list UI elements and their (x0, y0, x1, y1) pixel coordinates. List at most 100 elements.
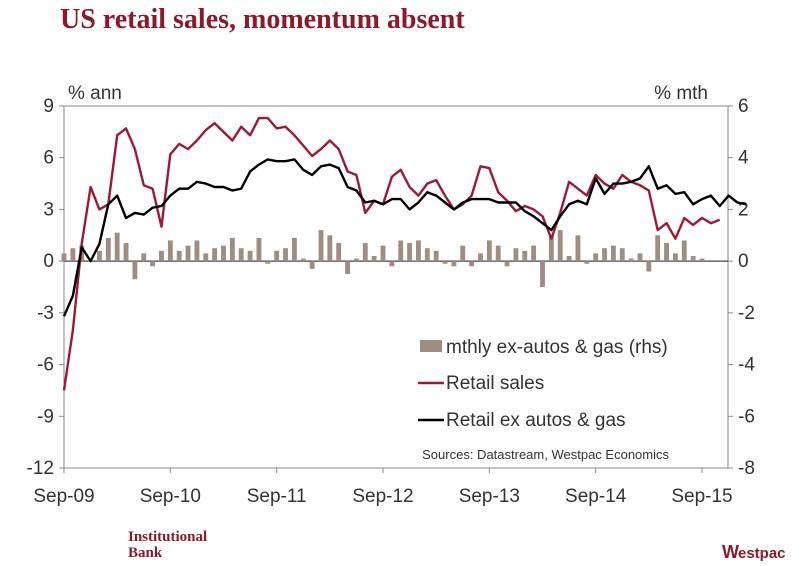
bar (167, 240, 173, 262)
bar (575, 235, 581, 262)
legend-retail-label: Retail sales (446, 373, 544, 394)
westpac-logo-text: estpac (738, 545, 786, 562)
bar (238, 248, 244, 262)
westpac-logo: Westpac (722, 542, 786, 563)
bar (185, 245, 191, 262)
bar (274, 250, 280, 262)
bar (389, 261, 395, 267)
bar (557, 230, 563, 262)
bar (416, 240, 421, 262)
bar (256, 237, 262, 262)
bar (513, 248, 519, 262)
bar (132, 261, 138, 280)
brand-line-1: Institutional (128, 529, 208, 545)
bar (407, 243, 413, 262)
right-tick-label: 4 (738, 148, 749, 169)
plot-frame (63, 105, 729, 469)
left-tick-label: 6 (43, 148, 54, 169)
bar (353, 258, 359, 262)
bar (380, 245, 386, 262)
bar (522, 250, 528, 262)
left-tick-label: -3 (37, 303, 54, 324)
bar (105, 237, 111, 262)
bar (212, 248, 218, 262)
legend-exautos-label: Retail ex autos & gas (446, 410, 626, 431)
bar (681, 240, 687, 262)
bar (345, 261, 350, 275)
bar (291, 237, 297, 262)
right-axis-label: % mth (654, 83, 708, 104)
bar (336, 243, 342, 262)
bar (460, 245, 466, 262)
left-tick-label: -9 (37, 406, 54, 427)
x-tick-label: Sep-12 (352, 486, 413, 507)
bar (203, 253, 209, 262)
x-tick-label: Sep-09 (33, 486, 94, 507)
x-tick-label: Sep-14 (565, 486, 627, 507)
bar (61, 253, 67, 262)
bar (371, 255, 377, 262)
bar (150, 261, 156, 267)
bar (229, 237, 235, 262)
bar (486, 240, 492, 262)
westpac-logo-w: W (722, 542, 739, 562)
bar (362, 243, 368, 262)
bar (318, 230, 324, 262)
bar (619, 248, 625, 262)
right-tick-label: -6 (738, 406, 755, 427)
bar (664, 243, 669, 262)
left-tick-label: -6 (37, 355, 54, 376)
right-tick-label: -2 (738, 303, 755, 324)
bar (672, 253, 678, 262)
bar (159, 250, 164, 262)
bar (424, 248, 430, 262)
bar (194, 240, 200, 262)
bar (531, 245, 537, 262)
source-note: Sources: Datastream, Westpac Economics (422, 447, 669, 462)
right-tick-label: 2 (738, 199, 749, 220)
bar (504, 261, 510, 267)
x-tick-label: Sep-11 (247, 486, 307, 507)
x-tick-label: Sep-10 (140, 486, 201, 507)
bar (610, 245, 616, 262)
right-tick-label: -4 (738, 355, 755, 376)
bar (141, 253, 147, 262)
bar (637, 253, 643, 262)
retail-ex-autos-line (62, 158, 747, 317)
axes: 9 6 3 0 -3 -6 -9 -12 6 4 2 0 -2 -4 -6 -8 % ann % mth Sep-0… (27, 83, 756, 507)
right-tick-label: -8 (738, 458, 755, 479)
bar (70, 248, 76, 262)
right-tick-label: 6 (738, 96, 749, 117)
brand-line-2: Bank (128, 545, 163, 561)
bar (451, 261, 457, 267)
x-tick-label: Sep-13 (459, 486, 520, 507)
left-axis-label: % ann (68, 83, 122, 104)
bar (309, 261, 315, 269)
bar (602, 248, 607, 262)
bar (97, 250, 102, 262)
x-tick-label: Sep-15 (671, 486, 732, 507)
bar (655, 235, 661, 262)
bar (247, 250, 253, 262)
bar (114, 232, 120, 262)
bar (690, 255, 696, 262)
bar (478, 253, 483, 262)
bar (584, 261, 590, 264)
bar (398, 240, 404, 262)
left-tick-label: 9 (43, 96, 54, 117)
bar (176, 250, 182, 262)
right-tick-label: 0 (738, 251, 749, 272)
bar (566, 255, 572, 262)
left-tick-label: -12 (27, 458, 54, 479)
bar (300, 258, 306, 262)
bar (327, 235, 333, 262)
line-series (62, 116, 747, 391)
bar-series (61, 230, 705, 287)
bar (593, 253, 599, 262)
legend: mthly ex-autos & gas (rhs) Retail sales Re… (418, 337, 669, 462)
bar (628, 258, 634, 262)
left-tick-label: 0 (43, 251, 54, 272)
bar (540, 261, 545, 287)
legend-bar-swatch (420, 340, 442, 352)
